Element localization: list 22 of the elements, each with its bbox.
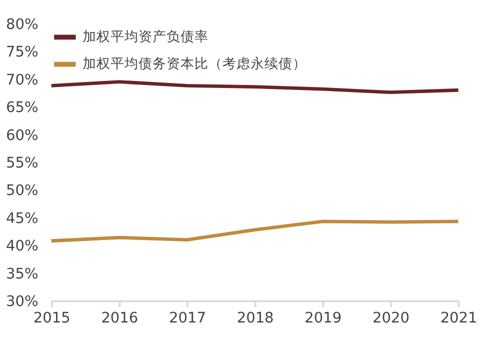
x-tick-label: 2021 <box>440 310 478 327</box>
y-tick-label: 70% <box>6 72 38 88</box>
x-tick-label: 2019 <box>304 310 342 327</box>
y-tick-label: 75% <box>6 44 38 61</box>
y-tick-label: 30% <box>6 294 38 310</box>
y-tick-label: 50% <box>6 183 38 200</box>
y-tick-label: 80% <box>6 16 38 33</box>
line-series <box>50 80 460 94</box>
x-tick-label: 2017 <box>169 310 206 327</box>
y-tick-label: 65% <box>6 100 38 116</box>
x-tick-label: 2016 <box>101 310 138 327</box>
legend-label: 加权平均债务资本比（考虑永续债） <box>82 56 306 72</box>
line-series <box>50 220 460 243</box>
y-tick-label: 35% <box>6 266 38 282</box>
y-tick-label: 60% <box>6 128 38 144</box>
x-tick-label: 2020 <box>372 310 410 327</box>
x-tick-label: 2018 <box>236 310 274 327</box>
y-tick-label: 55% <box>6 156 38 172</box>
legend-label: 加权平均资产负债率 <box>82 29 208 46</box>
y-tick-label: 45% <box>6 210 38 227</box>
x-tick-label: 2015 <box>33 310 70 327</box>
y-tick-label: 40% <box>6 238 38 255</box>
